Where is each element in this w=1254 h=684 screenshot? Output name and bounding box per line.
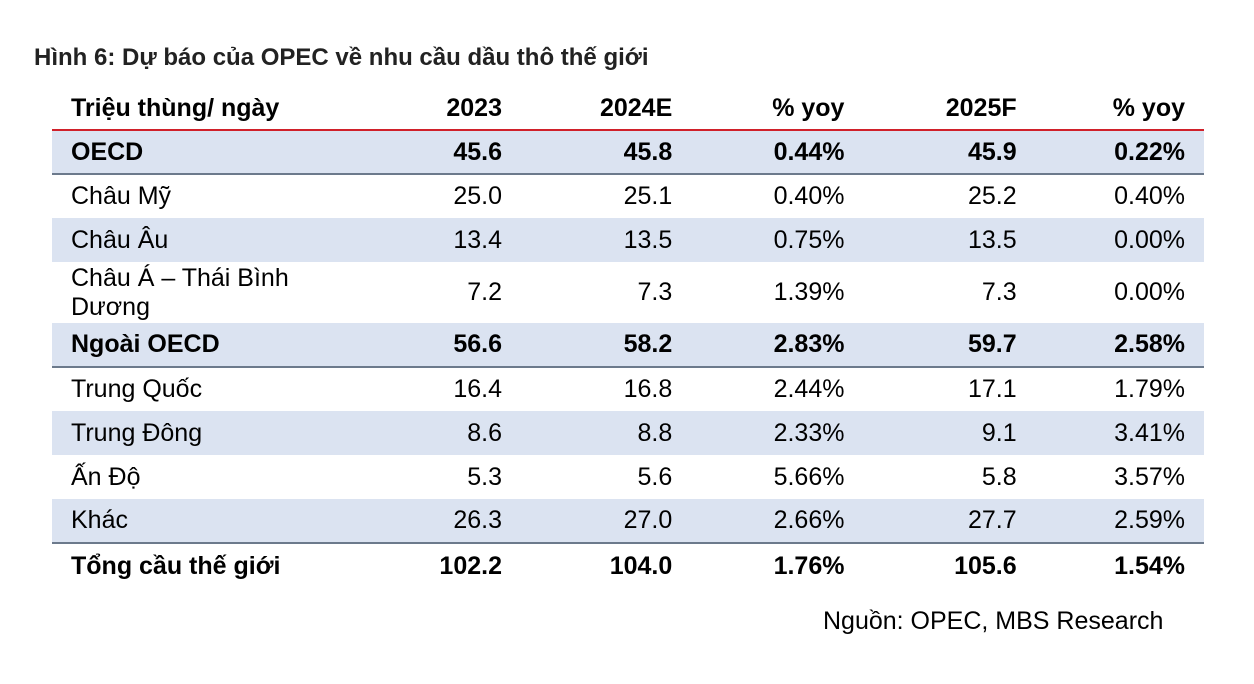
table-row: Châu Á – Thái Bình Dương 7.2 7.3 1.39% 7.…	[52, 262, 1204, 323]
cell-2024e: 58.2	[623, 330, 673, 358]
cell-yoy-2024: 2.33%	[773, 418, 845, 447]
cell-yoy-2024: 2.44%	[773, 375, 845, 403]
cell-2025f: 105.6	[954, 552, 1017, 580]
header-2025f: 2025F	[844, 88, 1017, 131]
cell-yoy-2024: 1.76%	[773, 552, 845, 580]
cell-yoy-2025: 3.57%	[1114, 462, 1185, 491]
cell-2023: 13.4	[453, 225, 502, 254]
table-row: Châu Mỹ 25.0 25.1 0.40% 25.2 0.40%	[52, 174, 1204, 218]
cell-yoy-2024: 1.39%	[773, 278, 845, 306]
cell-yoy-2024: 0.40%	[773, 182, 845, 210]
cell-yoy-2025: 3.41%	[1114, 418, 1185, 447]
cell-2023: 25.0	[453, 182, 502, 210]
cell-2025f: 7.3	[981, 278, 1017, 306]
cell-2024e: 25.1	[623, 182, 673, 210]
cell-yoy-2025: 2.59%	[1114, 506, 1185, 534]
row-label: Ấn Độ	[71, 462, 141, 491]
table-row: Trung Quốc 16.4 16.8 2.44% 17.1 1.79%	[52, 367, 1204, 411]
table-row: Ấn Độ 5.3 5.6 5.66% 5.8 3.57%	[52, 455, 1204, 499]
cell-2024e: 104.0	[609, 552, 673, 580]
cell-2025f: 13.5	[967, 225, 1017, 254]
cell-2023: 45.6	[453, 137, 502, 166]
cell-2025f: 27.7	[967, 506, 1017, 534]
cell-yoy-2025: 1.79%	[1114, 375, 1185, 403]
table-row: Khác 26.3 27.0 2.66% 27.7 2.59%	[52, 499, 1204, 543]
cell-yoy-2025: 0.40%	[1114, 182, 1185, 210]
cell-yoy-2024: 2.83%	[773, 330, 845, 358]
cell-2024e: 45.8	[623, 137, 673, 166]
table-row: Châu Âu 13.4 13.5 0.75% 13.5 0.00%	[52, 218, 1204, 262]
cell-yoy-2025: 0.22%	[1114, 137, 1185, 166]
cell-2023: 7.2	[467, 278, 502, 306]
cell-yoy-2025: 2.58%	[1114, 330, 1185, 358]
row-label-line2: Dương	[71, 292, 150, 321]
table-header-row: Triệu thùng/ ngày 2023 2024E % yoy 2025F…	[52, 88, 1204, 131]
cell-2023: 56.6	[453, 330, 502, 358]
cell-2023: 16.4	[453, 375, 502, 403]
table-row: Trung Đông 8.6 8.8 2.33% 9.1 3.41%	[52, 411, 1204, 455]
cell-2024e: 8.8	[637, 418, 673, 447]
cell-2024e: 16.8	[623, 375, 673, 403]
header-2024e: 2024E	[501, 88, 673, 131]
cell-2025f: 59.7	[967, 330, 1017, 358]
cell-2023: 5.3	[467, 462, 502, 491]
row-label: Ngoài OECD	[71, 330, 220, 358]
row-label: Châu Á – Thái Bình Dương	[52, 262, 365, 323]
table-row-total: Tổng cầu thế giới 102.2 104.0 1.76% 105.…	[52, 543, 1204, 589]
table-row: Ngoài OECD 56.6 58.2 2.83% 59.7 2.58%	[52, 323, 1204, 367]
cell-2023: 102.2	[439, 552, 502, 580]
cell-yoy-2025: 0.00%	[1114, 278, 1185, 306]
cell-yoy-2024: 0.44%	[773, 137, 845, 166]
row-label: Trung Đông	[71, 418, 203, 447]
header-yoy-2025: % yoy	[1016, 88, 1204, 131]
cell-yoy-2025: 0.00%	[1114, 225, 1185, 254]
oil-demand-table: Triệu thùng/ ngày 2023 2024E % yoy 2025F…	[52, 88, 1204, 589]
table-row: OECD 45.6 45.8 0.44% 45.9 0.22%	[52, 130, 1204, 174]
row-label: Tổng cầu thế giới	[71, 552, 281, 580]
cell-2025f: 9.1	[981, 418, 1017, 447]
cell-2023: 26.3	[453, 506, 502, 534]
cell-2024e: 27.0	[623, 506, 673, 534]
source-note: Nguồn: OPEC, MBS Research	[823, 607, 1164, 635]
cell-2025f: 17.1	[967, 375, 1017, 403]
cell-2025f: 45.9	[967, 137, 1017, 166]
row-label: Châu Mỹ	[71, 182, 172, 210]
row-label: Trung Quốc	[71, 375, 203, 403]
figure-title: Hình 6: Dự báo của OPEC về nhu cầu dầu t…	[34, 44, 649, 71]
cell-yoy-2025: 1.54%	[1114, 552, 1185, 580]
cell-2024e: 5.6	[637, 462, 673, 491]
cell-yoy-2024: 0.75%	[773, 225, 845, 254]
cell-2025f: 25.2	[967, 182, 1017, 210]
cell-2024e: 13.5	[623, 225, 673, 254]
cell-yoy-2024: 5.66%	[773, 462, 845, 491]
row-label-line1: Châu Á – Thái Bình	[71, 263, 289, 292]
cell-2023: 8.6	[467, 418, 502, 447]
header-yoy-2024: % yoy	[672, 88, 845, 131]
row-label: Châu Âu	[71, 225, 169, 254]
header-2023: 2023	[365, 88, 502, 131]
cell-2025f: 5.8	[981, 462, 1017, 491]
row-label: OECD	[71, 137, 144, 166]
header-unit: Triệu thùng/ ngày	[52, 88, 366, 131]
cell-2024e: 7.3	[637, 278, 673, 306]
cell-yoy-2024: 2.66%	[773, 506, 845, 534]
row-label: Khác	[71, 506, 128, 534]
